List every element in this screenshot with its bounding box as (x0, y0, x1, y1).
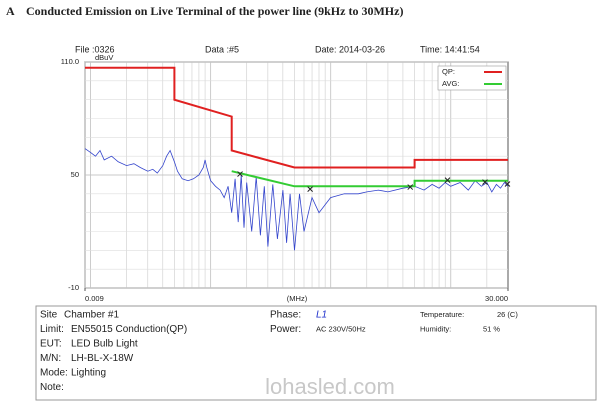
info-label: Mode: (40, 368, 68, 379)
x-unit: (MHz) (287, 294, 308, 303)
info-label: Phase: (270, 310, 301, 321)
y-unit: dBuV (95, 53, 113, 62)
marker (237, 171, 243, 177)
info-value: 26 (C) (497, 310, 518, 319)
watermark: lohasled.com (265, 374, 395, 399)
info-label: EUT: (40, 339, 62, 350)
info-value: LH-BL-X-18W (71, 353, 134, 364)
info-value: 51 % (483, 324, 500, 333)
info-label: Temperature: (420, 310, 464, 319)
info-value: Lighting (71, 368, 106, 379)
trace-line (84, 148, 509, 251)
info-label: Limit: (40, 324, 64, 335)
info-label: M/N: (40, 353, 61, 364)
limit-line (85, 66, 508, 169)
info-value: EN55015 Conduction(QP) (71, 324, 187, 335)
limit-line (231, 170, 508, 188)
chart-title: Conducted Emission on Live Terminal of t… (26, 4, 403, 18)
marker (504, 181, 511, 187)
marker (444, 177, 451, 183)
info-label: Humidity: (420, 324, 451, 333)
y-tick-label: 50 (71, 170, 79, 179)
y-tick-label: 110.0 (61, 57, 79, 66)
info-value: Chamber #1 (64, 310, 119, 321)
meta: Date: 2014-03-26 (315, 44, 385, 54)
legend-label: AVG: (442, 79, 459, 88)
marker (307, 186, 313, 192)
meta: Time: 14:41:54 (420, 44, 480, 54)
section-letter: A (6, 4, 15, 18)
x-tick-label: 30.000 (485, 294, 508, 303)
meta: Data :#5 (205, 44, 239, 54)
info-label: Note: (40, 382, 64, 393)
y-tick-label: -10 (68, 283, 79, 292)
info-value: AC 230V/50Hz (316, 324, 366, 333)
info-label: Power: (270, 324, 301, 335)
marker (482, 179, 488, 186)
info-label: Site (40, 310, 58, 321)
marker (407, 184, 414, 190)
info-value: LED Bulb Light (71, 339, 138, 350)
legend-box (437, 65, 507, 91)
legend-label: QP: (442, 67, 455, 76)
x-tick-label: 0.009 (85, 294, 104, 303)
info-value: L1 (316, 310, 327, 321)
meta: File :0326 (75, 44, 115, 54)
